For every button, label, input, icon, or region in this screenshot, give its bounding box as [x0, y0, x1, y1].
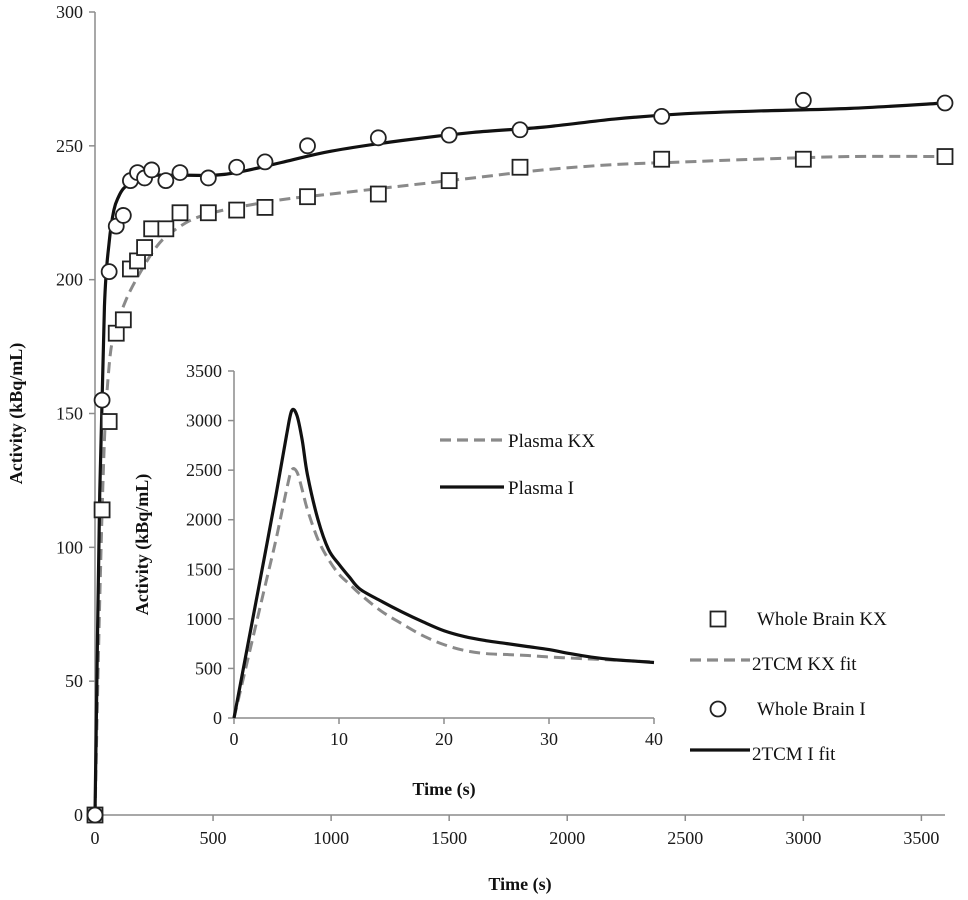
inset-plot: 0 10 20 30 40 0 500 1000 1500 2000 2500 3000 3500 Tim…	[132, 361, 663, 800]
main-x-tick-label: 1000	[313, 828, 349, 848]
inset-y-axis-title: Activity (kBq/mL)	[132, 474, 153, 616]
square-marker	[136, 239, 153, 256]
inset-series-line-1	[232, 407, 655, 719]
square-marker	[171, 204, 189, 222]
inset-x-tick-label: 30	[540, 729, 558, 749]
circle-marker	[794, 91, 812, 109]
circle-marker	[157, 172, 175, 190]
circle-marker	[440, 126, 458, 144]
square-marker	[157, 220, 175, 238]
square-marker	[100, 413, 118, 430]
square-marker	[936, 148, 954, 165]
main-x-tick-label: 3500	[903, 828, 939, 848]
square-marker	[228, 201, 246, 219]
main-y-tick-label: 50	[65, 671, 83, 691]
legend-label: 2TCM KX fit	[752, 654, 857, 675]
legend-circle-symbol	[709, 700, 727, 718]
square-marker	[114, 311, 132, 329]
circle-marker	[143, 161, 161, 179]
legend-label: Whole Brain I	[757, 699, 866, 720]
circle-marker	[228, 158, 246, 176]
square-marker	[256, 198, 274, 216]
circle-marker	[199, 169, 217, 187]
main-x-tick-label: 0	[91, 828, 100, 848]
square-marker	[369, 185, 387, 203]
circle-marker	[511, 121, 529, 139]
square-marker	[511, 158, 529, 176]
inset-y-tick-label: 2000	[186, 510, 222, 530]
square-marker	[440, 172, 458, 190]
inset-y-tick-label: 500	[195, 658, 222, 678]
main-series-line-3	[93, 101, 946, 816]
inset-series-line-0	[232, 467, 655, 719]
main-plot: 0 500 1000 1500 2000 2500 3000 3500050100150200…	[6, 2, 954, 895]
main-y-axis-title: Activity (kBq/mL)	[6, 343, 27, 485]
inset-legend-label: Plasma KX	[508, 431, 595, 452]
legend-square-symbol	[709, 610, 727, 628]
main-y-tick-label: 300	[56, 2, 83, 22]
square-marker	[794, 150, 812, 168]
circle-marker	[369, 129, 387, 147]
circle-marker	[93, 391, 111, 409]
inset-y-tick-label: 1500	[186, 559, 222, 579]
square-marker	[143, 220, 161, 238]
circle-marker	[256, 153, 274, 171]
main-y-tick-label: 250	[56, 136, 83, 156]
main-x-tick-label: 1500	[431, 828, 467, 848]
inset-y-tick-label: 2500	[186, 460, 222, 480]
inset-x-tick-label: 0	[230, 729, 239, 749]
inset-y-tick-label: 3500	[186, 361, 222, 381]
square-marker	[93, 501, 111, 519]
main-x-tick-label: 500	[200, 828, 227, 848]
legend-label: 2TCM I fit	[752, 744, 836, 765]
main-x-axis-title: Time (s)	[488, 874, 551, 895]
inset-x-tick-label: 20	[435, 729, 453, 749]
inset-y-tick-label: 1000	[186, 609, 222, 629]
inset-x-axis-title: Time (s)	[412, 779, 475, 800]
inset-legend-label: Plasma I	[508, 478, 574, 499]
circle-marker	[171, 164, 189, 182]
inset-y-tick-label: 0	[213, 708, 222, 728]
square-marker	[299, 188, 316, 206]
square-marker	[199, 204, 217, 222]
main-y-tick-label: 100	[56, 537, 83, 557]
main-y-tick-label: 0	[74, 805, 83, 825]
main-x-tick-label: 3000	[785, 828, 821, 848]
circle-marker	[86, 806, 104, 824]
circle-marker	[299, 137, 316, 155]
circle-marker	[114, 207, 132, 224]
legend-label: Whole Brain KX	[757, 609, 887, 630]
circle-marker	[653, 107, 671, 125]
main-y-tick-label: 200	[56, 270, 83, 290]
main-x-tick-label: 2500	[667, 828, 703, 848]
inset-x-tick-label: 40	[645, 729, 663, 749]
main-y-tick-label: 150	[56, 404, 83, 424]
main-x-tick-label: 2000	[549, 828, 585, 848]
inset-x-tick-label: 10	[330, 729, 348, 749]
circle-marker	[100, 263, 118, 281]
square-marker	[653, 150, 671, 168]
inset-y-tick-label: 3000	[186, 411, 222, 431]
circle-marker	[936, 94, 954, 112]
main-series-line-1	[93, 154, 946, 816]
